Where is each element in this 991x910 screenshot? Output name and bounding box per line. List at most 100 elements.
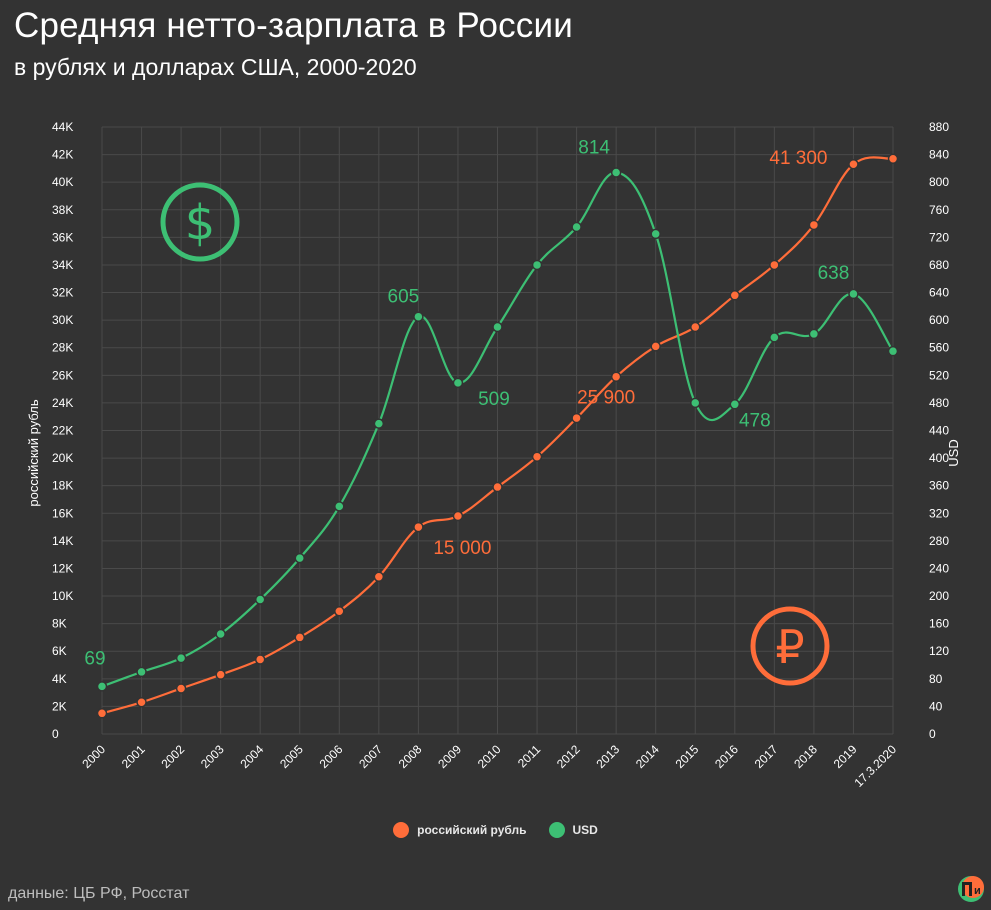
left-axis-tick-label: 32K	[52, 286, 73, 300]
left-axis-tick-label: 2K	[52, 699, 67, 713]
x-axis-tick-label: 2013	[593, 742, 622, 771]
data-point-usd	[452, 377, 464, 389]
svg-text:₽: ₽	[775, 620, 804, 674]
right-axis-tick-label: 40	[929, 699, 943, 713]
data-point-rub	[887, 153, 899, 164]
data-point-usd	[254, 594, 266, 605]
left-axis-tick-label: 38K	[52, 203, 73, 217]
right-axis-tick-label: 760	[929, 203, 949, 217]
left-axis-tick-label: 0	[52, 727, 59, 741]
data-point-usd	[373, 418, 385, 429]
data-label-usd: 814	[578, 138, 610, 159]
data-point-rub	[452, 510, 464, 522]
data-label-usd: 478	[739, 410, 771, 431]
data-point-rub	[175, 683, 187, 694]
svg-text:и: и	[974, 885, 981, 897]
data-point-usd	[492, 321, 503, 333]
chart-legend: российский рубль USD	[0, 822, 991, 838]
left-axis-tick-label: 10K	[52, 589, 73, 603]
left-axis-tick-label: 42K	[52, 148, 73, 162]
right-axis-tick-label: 200	[929, 589, 949, 603]
right-axis-tick-label: 600	[929, 313, 949, 327]
right-axis-tick-label: 840	[929, 148, 949, 162]
data-point-usd	[334, 501, 345, 512]
data-point-rub	[769, 259, 780, 271]
left-axis-tick-label: 44K	[52, 120, 73, 134]
data-point-usd	[887, 345, 899, 357]
legend-item-rub[interactable]: российский рубль	[393, 822, 527, 838]
data-point-usd	[136, 666, 147, 678]
right-axis-title: USD	[946, 439, 961, 466]
data-point-usd	[610, 167, 622, 178]
x-axis-tick-label: 2015	[673, 742, 702, 771]
chart-axes: 0 2K 4K 6K 8K 10K 12K 14K 16K 18K 20K 22K 24K 26K 28K 3…	[26, 120, 961, 790]
chart-subtitle: в рублях и долларах США, 2000-2020	[14, 54, 417, 80]
data-point-rub	[492, 481, 503, 493]
data-point-rub	[413, 521, 424, 533]
x-axis-tick-label: 2010	[475, 742, 504, 771]
data-label-usd: 605	[388, 287, 420, 308]
data-point-usd	[215, 628, 226, 640]
left-axis-tick-label: 30K	[52, 313, 73, 327]
right-axis-tick-label: 560	[929, 341, 949, 355]
left-axis-tick-label: 36K	[52, 230, 73, 244]
right-axis-tick-label: 80	[929, 672, 943, 686]
chart-icons: $₽	[160, 182, 830, 686]
data-point-rub	[690, 321, 701, 333]
data-point-rub	[848, 158, 859, 170]
legend-label-usd: USD	[572, 823, 598, 837]
data-point-usd	[769, 332, 780, 343]
data-point-usd	[531, 259, 543, 271]
data-point-rub	[215, 669, 226, 680]
x-axis-tick-label: 2003	[198, 742, 227, 771]
left-axis-tick-label: 22K	[52, 424, 73, 438]
left-axis-tick-label: 16K	[52, 506, 73, 520]
x-axis-tick-label: 17.3.2020	[851, 742, 899, 790]
left-axis-tick-label: 24K	[52, 396, 73, 410]
data-point-rub	[531, 451, 543, 462]
left-axis-tick-label: 40K	[52, 175, 73, 189]
chart-grid	[101, 126, 894, 735]
x-axis-tick-label: 2004	[238, 742, 267, 771]
legend-item-usd[interactable]: USD	[548, 822, 598, 838]
x-axis-tick-label: 2019	[831, 742, 860, 771]
data-point-usd	[650, 228, 661, 240]
data-point-rub	[373, 571, 385, 582]
series-line-usd	[101, 171, 894, 688]
left-axis-tick-label: 26K	[52, 368, 73, 382]
data-label-rub: 41 300	[769, 148, 827, 169]
data-point-usd	[848, 288, 859, 300]
legend-dot-usd	[548, 822, 565, 838]
legend-dot-rub	[393, 822, 410, 838]
data-source-note: данные: ЦБ РФ, Росстат	[8, 885, 190, 902]
data-point-rub	[294, 632, 305, 643]
data-point-rub	[136, 697, 147, 708]
right-axis-tick-label: 440	[929, 424, 949, 438]
data-point-usd	[571, 221, 582, 233]
svg-text:$: $	[185, 195, 216, 251]
right-axis-tick-label: 280	[929, 534, 949, 548]
left-axis-tick-label: 8K	[52, 617, 67, 631]
data-point-rub	[610, 371, 622, 382]
right-axis-tick-label: 320	[929, 506, 949, 520]
data-label-usd: 69	[84, 648, 105, 669]
x-axis-tick-label: 2014	[633, 742, 662, 771]
data-point-rub	[96, 708, 108, 719]
x-axis-tick-label: 2012	[554, 742, 583, 771]
right-axis-tick-label: 880	[929, 120, 949, 134]
right-axis-tick-label: 520	[929, 368, 949, 382]
left-axis-title: российский рубль	[26, 399, 41, 506]
x-axis-tick-label: 2016	[712, 742, 741, 771]
x-axis-tick-label: 2011	[515, 742, 543, 770]
x-axis-tick-label: 2009	[435, 742, 464, 771]
data-point-rub	[571, 412, 582, 424]
right-axis-tick-label: 360	[929, 479, 949, 493]
dollar-sign-icon: $	[160, 182, 240, 262]
x-axis-tick-label: 2000	[79, 742, 108, 771]
x-axis-tick-label: 2006	[317, 742, 346, 771]
data-label-usd: 638	[818, 263, 850, 284]
data-label-rub: 15 000	[433, 538, 491, 559]
data-point-usd	[729, 399, 741, 410]
x-axis-tick-label: 2002	[158, 742, 187, 771]
x-axis-tick-label: 2008	[396, 742, 425, 771]
